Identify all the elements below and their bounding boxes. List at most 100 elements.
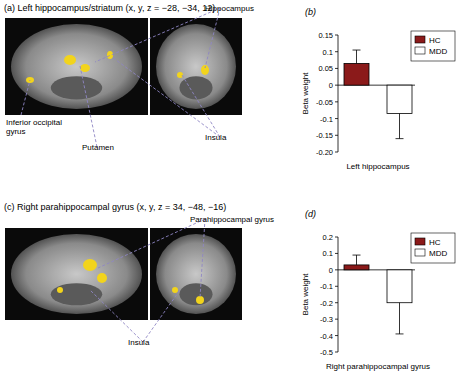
y-tick-label: 0.2 xyxy=(323,233,333,242)
y-tick xyxy=(335,237,338,238)
brain-tissue xyxy=(11,234,142,314)
error-bar xyxy=(396,303,404,334)
y-tick xyxy=(335,152,338,153)
y-tick-label: -0.4 xyxy=(320,332,333,341)
y-tick xyxy=(335,101,338,102)
y-tick-label: -0.20 xyxy=(316,148,333,157)
pointer-line xyxy=(95,8,220,62)
legend-label: MDD xyxy=(429,47,447,56)
y-tick-label: -0.3 xyxy=(320,315,333,324)
legend-label: MDD xyxy=(429,249,447,258)
error-stem xyxy=(399,114,400,139)
brain-structure xyxy=(51,76,102,99)
panel-title: (c) Right parahippocampal gyrus (x, y, z… xyxy=(4,202,226,212)
error-stem xyxy=(399,303,400,334)
y-tick xyxy=(335,319,338,320)
y-tick xyxy=(335,85,338,86)
brain-image xyxy=(5,228,148,320)
y-tick xyxy=(335,51,338,52)
brain-tissue xyxy=(11,24,142,109)
legend-swatch xyxy=(415,238,425,245)
legend-swatch xyxy=(415,36,425,43)
legend-label: HC xyxy=(429,238,441,247)
error-cap xyxy=(353,255,361,256)
activation-blob xyxy=(97,273,107,283)
y-tick-label: -0.5 xyxy=(320,348,333,357)
y-tick-label: -0.1 xyxy=(320,282,333,291)
pointer-line xyxy=(80,66,97,147)
region-label: Hippocampus xyxy=(205,4,254,13)
y-tick xyxy=(335,269,338,270)
error-cap xyxy=(396,138,404,139)
x-category-label: Right parahippocampal gyrus xyxy=(318,362,438,371)
region-label: Putamen xyxy=(82,143,114,152)
y-tick-label: -0.1 xyxy=(320,115,333,124)
legend-box xyxy=(411,233,455,263)
panel-letter: (b) xyxy=(305,7,316,17)
activation-blob xyxy=(80,64,90,72)
y-tick xyxy=(335,302,338,303)
region-label: Insula xyxy=(205,133,227,142)
legend-swatch xyxy=(415,47,425,54)
activation-blob xyxy=(172,287,178,293)
error-bar xyxy=(353,50,361,63)
y-tick-label: 0.05 xyxy=(318,64,333,73)
panel-letter: (d) xyxy=(305,209,316,219)
pointer-line xyxy=(21,80,30,115)
y-tick-label: 0.1 xyxy=(323,249,333,258)
y-tick-label: 0 xyxy=(329,81,333,90)
legend-label: HC xyxy=(429,36,441,45)
region-label: Inferior occipital gyrus xyxy=(6,118,66,136)
brain-structure xyxy=(51,283,102,305)
pointer-line xyxy=(205,8,220,68)
brain-tissue xyxy=(156,24,236,109)
bars xyxy=(344,50,412,139)
bar xyxy=(387,270,412,303)
activation-blob xyxy=(57,287,63,293)
axis-label: Beta weight xyxy=(301,72,310,115)
error-bar xyxy=(396,114,404,139)
legend-swatch xyxy=(415,249,425,256)
y-axis xyxy=(338,35,339,152)
y-tick-label: 0 xyxy=(329,266,333,275)
bar xyxy=(387,85,412,113)
activation-blob xyxy=(196,296,204,304)
pointer-line xyxy=(112,57,220,137)
bar xyxy=(344,265,369,270)
y-axis xyxy=(338,237,339,352)
error-cap xyxy=(353,50,361,51)
region-label: Parahippocampal gyrus xyxy=(190,215,274,224)
y-tick-label: 0.1 xyxy=(323,48,333,57)
pointer-line xyxy=(143,290,180,342)
pointer-line xyxy=(182,75,220,137)
pointer-line xyxy=(90,290,143,342)
y-tick xyxy=(335,286,338,287)
error-stem xyxy=(356,50,357,63)
region-label: Insula xyxy=(128,338,150,347)
error-cap xyxy=(396,333,404,334)
brain-structure xyxy=(179,283,212,305)
brain-tissue xyxy=(156,234,236,314)
legend-box xyxy=(411,31,455,61)
x-category-label: Left hippocampus xyxy=(318,162,438,171)
brain-image xyxy=(150,228,242,320)
bars xyxy=(344,255,412,334)
panel-title: (a) Left hippocampus/striatum (x, y, z =… xyxy=(4,3,215,13)
y-tick xyxy=(335,118,338,119)
brain-image xyxy=(5,18,148,115)
y-tick xyxy=(335,352,338,353)
y-tick xyxy=(335,35,338,36)
y-tick xyxy=(335,135,338,136)
activation-blob xyxy=(64,55,76,65)
y-tick-label: -0.2 xyxy=(320,299,333,308)
y-tick xyxy=(335,68,338,69)
figure: (a) Left hippocampus/striatum (x, y, z =… xyxy=(0,0,463,382)
error-stem xyxy=(356,255,357,265)
bar xyxy=(344,63,369,85)
axis-label: Beta weight xyxy=(301,273,310,316)
y-tick-label: -0.05 xyxy=(316,98,333,107)
y-tick-label: 0.15 xyxy=(318,31,333,40)
y-tick xyxy=(335,335,338,336)
y-tick xyxy=(335,253,338,254)
pointer-line xyxy=(200,219,205,298)
